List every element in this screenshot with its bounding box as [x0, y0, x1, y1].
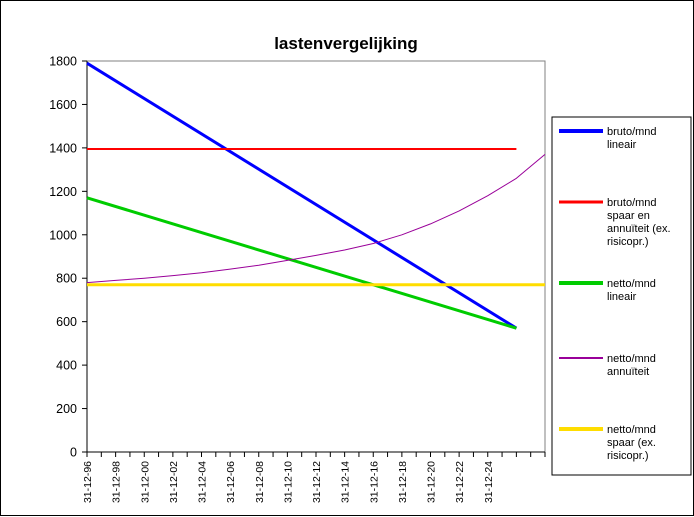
legend-label-2: annuïteit (ex.: [607, 223, 671, 235]
x-tick-label: 31-12-06: [225, 461, 237, 503]
x-tick-label: 31-12-24: [483, 461, 495, 503]
series-lines: [86, 61, 546, 330]
x-tick-label: 31-12-08: [254, 461, 266, 503]
legend-label-3: netto/mnd: [607, 278, 656, 290]
legend-label-2: bruto/mnd: [607, 197, 657, 209]
x-tick-label: 31-12-16: [368, 461, 380, 503]
y-tick-label: 1600: [49, 98, 77, 112]
y-tick-label: 0: [70, 446, 77, 460]
series-line-4: [86, 154, 546, 284]
x-tick-label: 31-12-22: [454, 461, 466, 503]
legend-label-5: spaar (ex.: [607, 437, 656, 449]
x-tick-label: 31-12-14: [340, 461, 352, 503]
y-tick-label: 400: [56, 359, 77, 373]
series-line-3: [86, 196, 517, 330]
x-tick-label: 31-12-02: [168, 461, 180, 503]
x-tick-label: 31-12-10: [282, 461, 294, 503]
x-tick-label: 31-12-04: [197, 461, 209, 503]
legend-box: [551, 116, 692, 476]
x-tick-label: 31-12-98: [111, 461, 123, 503]
y-tick-label: 1200: [49, 185, 77, 199]
x-tick-label: 31-12-12: [311, 461, 323, 503]
legend-label-2: risicopr.): [607, 236, 649, 248]
y-tick-label: 1800: [49, 55, 77, 69]
legend-label-4: netto/mnd: [607, 353, 656, 365]
plot-area: [86, 60, 546, 453]
legend-label-5: netto/mnd: [607, 424, 656, 436]
y-axis-ticks: 0 200 400 600 800 1000 1200 1400 1600 1800: [49, 55, 87, 460]
y-tick-label: 200: [56, 402, 77, 416]
x-tick-label: 31-12-00: [139, 461, 151, 503]
legend-label-1: lineair: [607, 139, 637, 151]
legend-label-4: annuïteit: [607, 366, 649, 378]
y-tick-label: 800: [56, 272, 77, 286]
y-tick-label: 600: [56, 315, 77, 329]
legend-label-2: spaar en: [607, 210, 650, 222]
x-axis-ticks: 31-12-96 31-12-98 31-12-00 31-12-02 31-12-04…: [82, 452, 546, 503]
legend-label-1: bruto/mnd: [607, 126, 657, 138]
x-tick-label: 31-12-96: [82, 461, 94, 503]
x-tick-label: 31-12-20: [426, 461, 438, 503]
chart-title: lastenvergelijking: [274, 34, 418, 53]
x-tick-label: 31-12-18: [397, 461, 409, 503]
legend-label-3: lineair: [607, 291, 637, 303]
y-tick-label: 1400: [49, 141, 77, 155]
y-tick-label: 1000: [49, 228, 77, 242]
legend-label-5: risicopr.): [607, 450, 649, 462]
